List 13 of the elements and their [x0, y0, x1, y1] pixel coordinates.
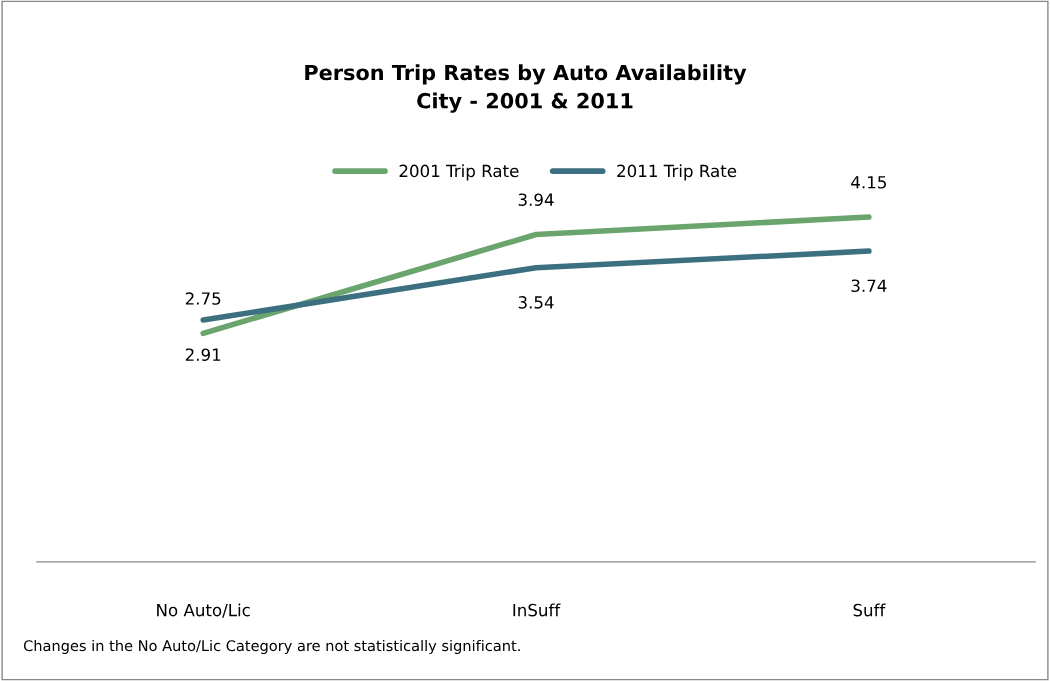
- data-label: 2.75: [185, 292, 221, 305]
- data-label: 2.91: [185, 348, 221, 361]
- x-tick-label: InSuff: [513, 603, 561, 617]
- x-tick-label: Suff: [853, 603, 886, 617]
- text: Changes in the No Auto/Lic Category are not statistically significant.: [23, 639, 520, 655]
- data-label: 3.74: [851, 279, 887, 293]
- x-tick-label: No Auto/Lic: [157, 603, 250, 618]
- data-label: 4.15: [851, 176, 886, 189]
- legend-label: 2001 Trip Rate: [399, 164, 519, 181]
- legend-label: 2011 Trip Rate: [617, 164, 737, 181]
- chart-title: Person Trip Rates by Auto Availability City - 2001 & 2011: [305, 64, 747, 113]
- data-label: 3.54: [518, 296, 554, 309]
- data-label: 3.94: [518, 193, 554, 206]
